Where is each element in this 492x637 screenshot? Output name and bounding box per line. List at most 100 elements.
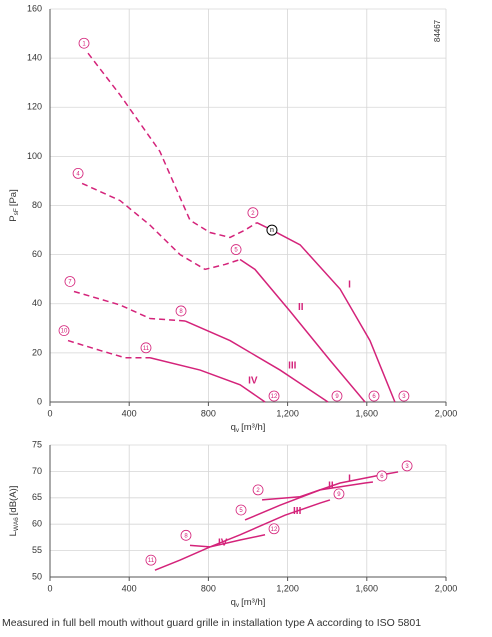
- y-tick-label: 100: [27, 151, 42, 161]
- axis-symbol: L: [8, 531, 19, 536]
- marker-circle: [268, 523, 280, 535]
- marker-circle: [252, 484, 264, 496]
- curve: [239, 258, 366, 403]
- marker-circle: [72, 167, 84, 179]
- marker-circle: [247, 207, 259, 219]
- x-axis-label: qv [m³/h]: [231, 597, 266, 609]
- marker-label: 2: [256, 488, 260, 494]
- axis-unit: [m³/h]: [241, 422, 265, 433]
- axis-subscript: v: [236, 602, 240, 609]
- y-tick-label: 120: [27, 102, 42, 112]
- marker-label: 1: [82, 41, 86, 47]
- marker-label: 2: [251, 211, 255, 217]
- marker-circle: [235, 504, 247, 516]
- axis-symbol: P: [8, 215, 19, 221]
- y-tick-label: 40: [32, 298, 42, 308]
- y-axis-label: LWA6[dB(A)]: [8, 486, 20, 537]
- curve: [149, 357, 266, 403]
- x-tick-label: 1,600: [356, 583, 379, 593]
- marker-circle: [180, 529, 192, 541]
- marker-circle: [333, 488, 345, 500]
- marker-circle: [331, 390, 343, 402]
- marker-circle: [58, 325, 70, 336]
- axis-symbol: q: [231, 422, 236, 433]
- marker-circle: [175, 305, 187, 317]
- x-tick-label: 0: [47, 583, 52, 593]
- x-tick-label: 0: [47, 408, 52, 418]
- marker-label: 6: [372, 394, 376, 400]
- marker-circle: [398, 390, 410, 402]
- marker-label: 11: [148, 558, 155, 564]
- axis-subscript: WA6: [13, 517, 20, 531]
- series-label: IV: [248, 375, 258, 386]
- marker-circle: [140, 342, 152, 354]
- x-tick-label: 1,600: [356, 408, 379, 418]
- curve: [154, 534, 266, 571]
- marker-label: 12: [271, 394, 278, 400]
- axis-unit: [dB(A)]: [8, 486, 19, 516]
- curve: [184, 320, 329, 403]
- marker-label: 10: [61, 329, 68, 335]
- marker-label: 4: [76, 171, 80, 177]
- x-tick-label: 800: [201, 583, 216, 593]
- y-tick-label: 20: [32, 347, 42, 357]
- axis-unit: [Pa]: [8, 189, 19, 206]
- marker-label: 3: [402, 394, 406, 400]
- x-axis-label: qv [m³/h]: [231, 422, 266, 434]
- marker-label: 11: [143, 346, 150, 352]
- axis-symbol: q: [231, 597, 236, 608]
- marker-label: 3: [405, 464, 409, 470]
- marker-label: 8: [184, 533, 188, 539]
- marker-label: 9: [335, 394, 339, 400]
- point-circle: [266, 224, 278, 236]
- marker-circle: [230, 244, 242, 255]
- x-tick-label: 800: [201, 408, 216, 418]
- marker-label: 5: [234, 248, 238, 254]
- caption: Measured in full bell mouth without guar…: [2, 617, 421, 629]
- y-axis-label: PsF [Pa]: [8, 189, 20, 221]
- curve: [67, 339, 150, 359]
- y-tick-label: 80: [32, 200, 42, 210]
- y-tick-label: 65: [32, 492, 42, 502]
- x-tick-label: 400: [122, 408, 137, 418]
- curve: [256, 222, 396, 403]
- marker-label: 9: [337, 492, 341, 498]
- figure-code: 84467: [433, 19, 442, 42]
- marker-label: 8: [179, 309, 183, 315]
- marker-label: 7: [68, 280, 72, 286]
- marker-circle: [401, 460, 413, 472]
- curve: [73, 290, 186, 322]
- series-label: I: [348, 474, 351, 485]
- series-label: IV: [218, 538, 228, 549]
- y-tick-label: 160: [27, 3, 42, 13]
- point-label: n: [270, 227, 274, 234]
- y-tick-label: 60: [32, 519, 42, 529]
- x-tick-label: 1,200: [276, 408, 299, 418]
- curve: [189, 499, 331, 548]
- y-tick-label: 70: [32, 466, 42, 476]
- x-tick-label: 1,200: [276, 583, 299, 593]
- series-label: I: [348, 280, 351, 291]
- x-tick-label: 2,000: [435, 583, 458, 593]
- curve: [87, 52, 258, 239]
- axis-unit: [m³/h]: [241, 597, 265, 608]
- x-tick-label: 2,000: [435, 408, 458, 418]
- marker-label: 5: [239, 508, 243, 514]
- marker-circle: [78, 37, 90, 49]
- series-label: II: [298, 302, 304, 313]
- axis-subscript: sF: [13, 208, 20, 215]
- marker-circle: [268, 390, 280, 402]
- curve: [81, 182, 241, 271]
- x-tick-label: 400: [122, 583, 137, 593]
- y-tick-label: 55: [32, 545, 42, 555]
- series-label: III: [288, 361, 297, 372]
- marker-circle: [145, 554, 157, 566]
- series-label: II: [328, 481, 334, 492]
- series-label: III: [293, 506, 302, 517]
- y-tick-label: 50: [32, 571, 42, 581]
- y-tick-label: 75: [32, 439, 42, 449]
- marker-circle: [64, 276, 76, 287]
- marker-label: 12: [271, 527, 278, 533]
- marker-circle: [376, 470, 388, 482]
